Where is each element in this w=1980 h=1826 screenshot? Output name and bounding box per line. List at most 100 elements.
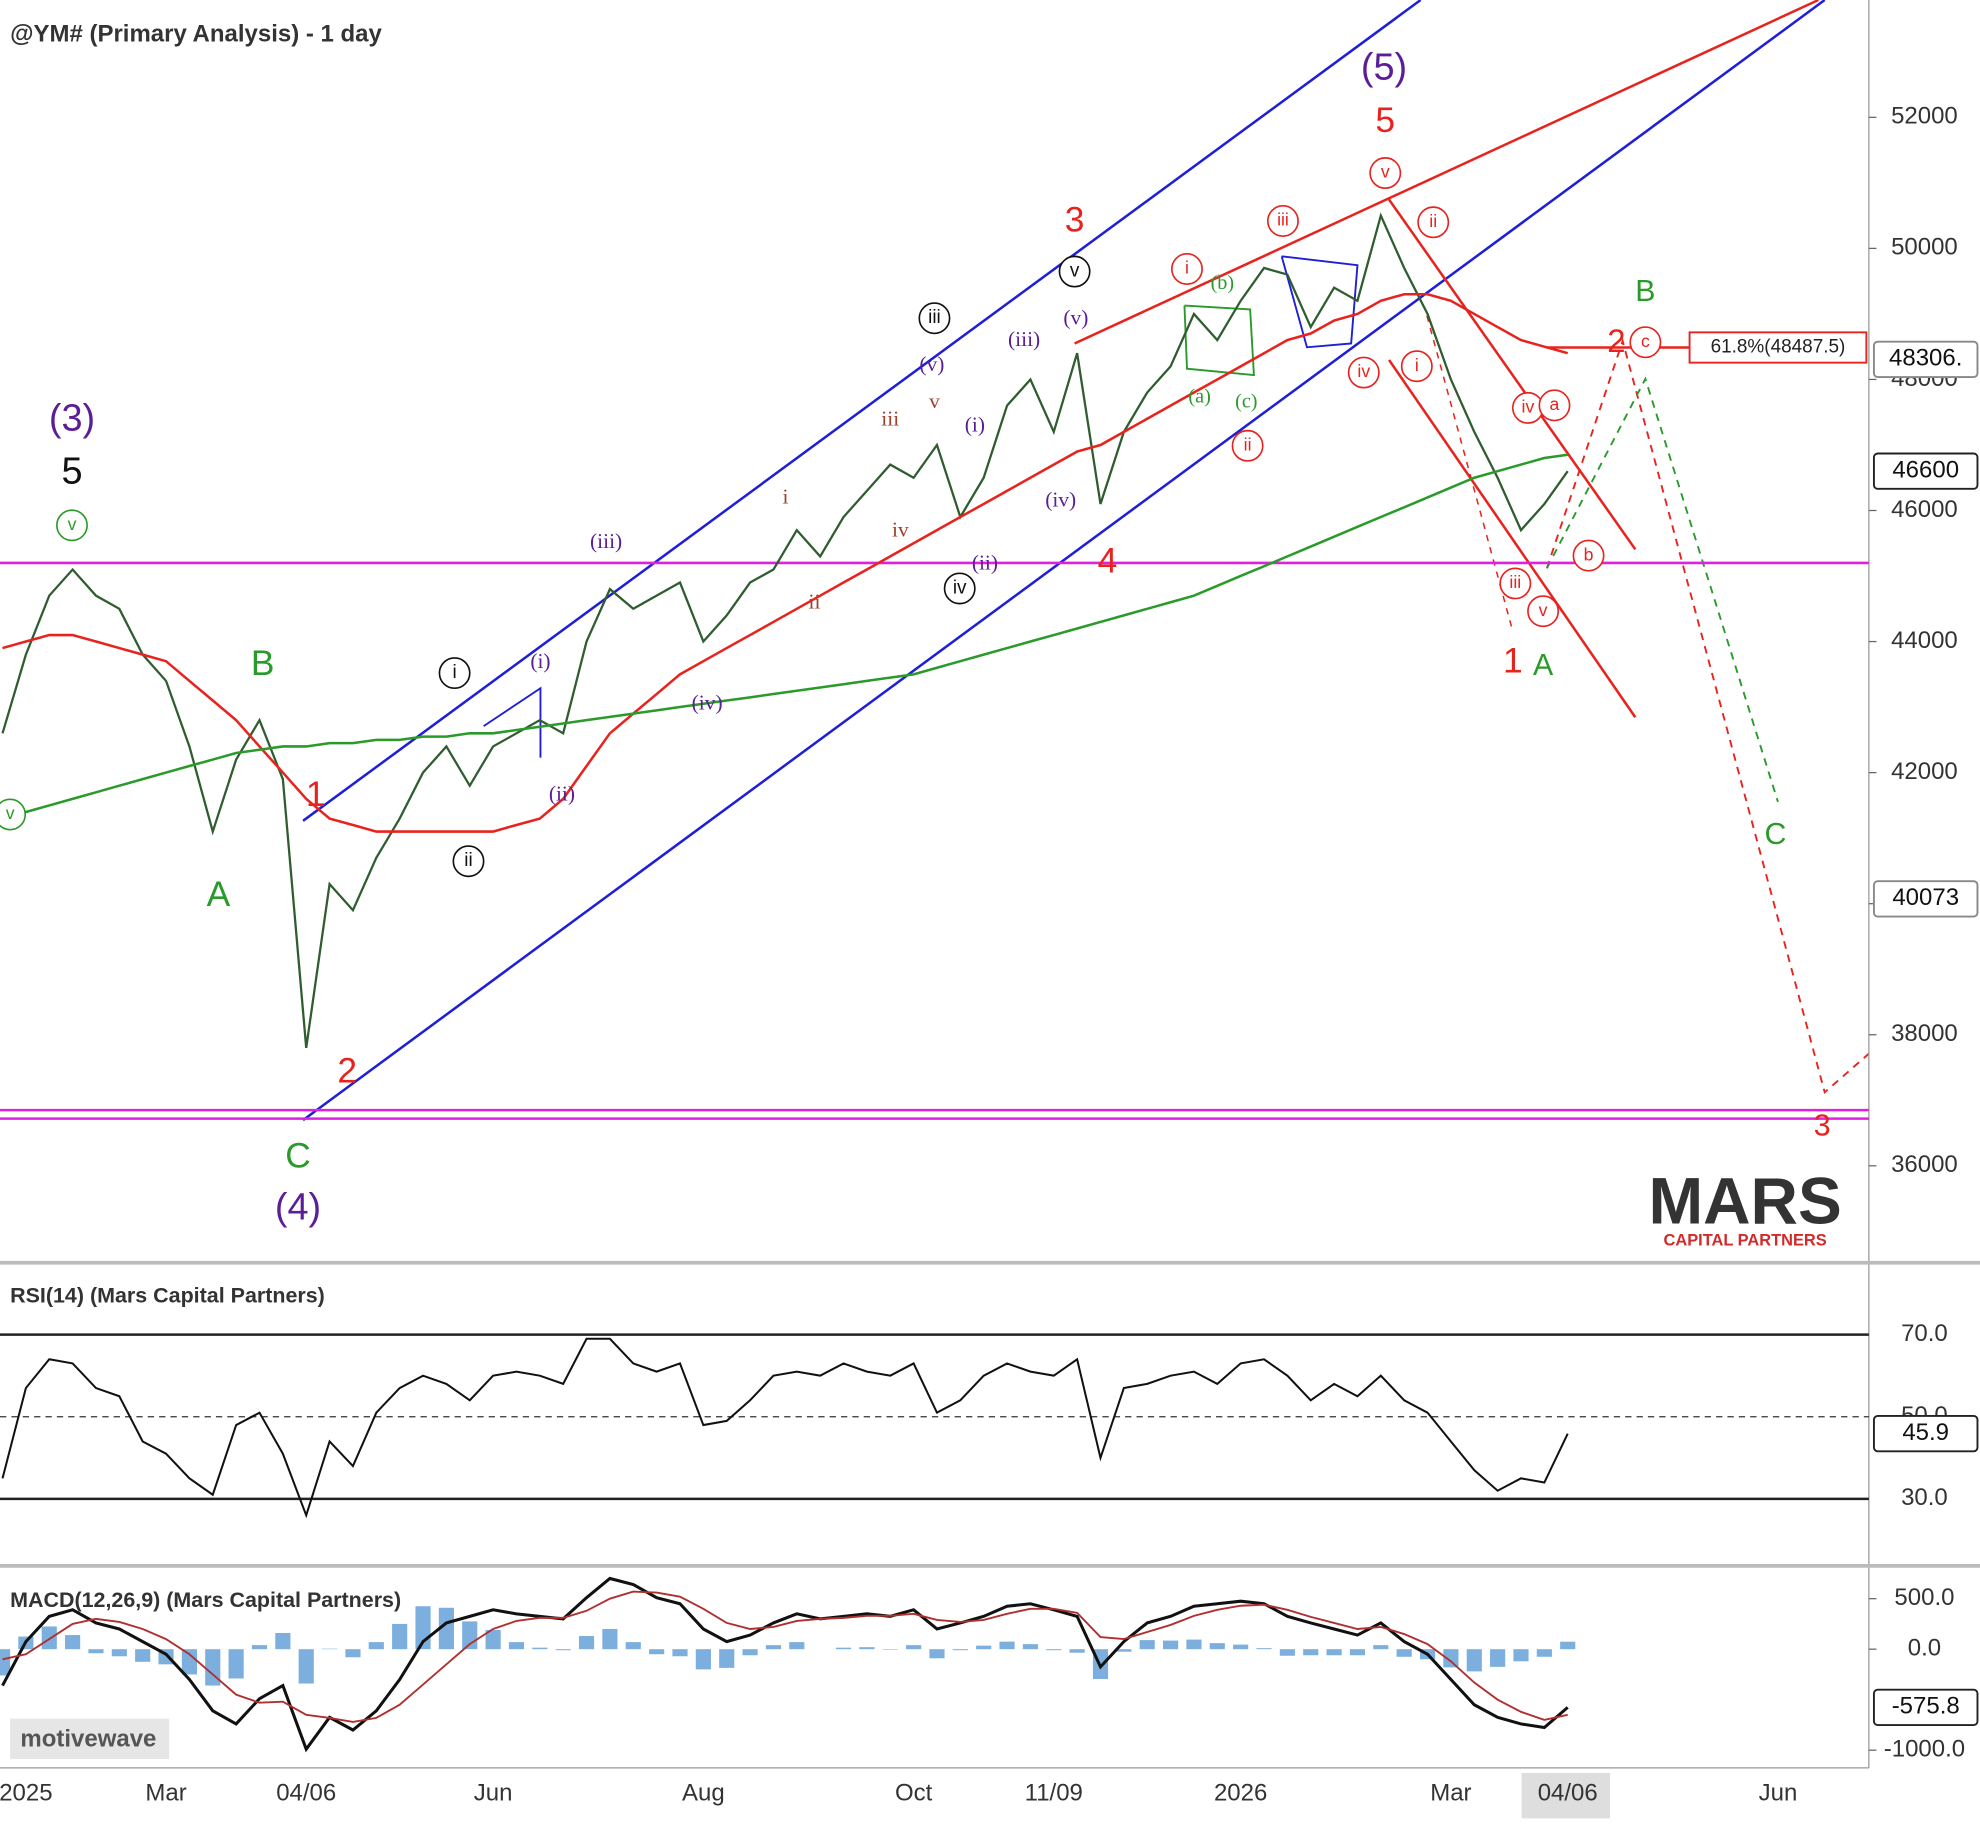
projection [1426, 315, 1514, 632]
histogram-bar [1209, 1643, 1225, 1650]
channel-line [302, 0, 1826, 1122]
x-tick-label: Jun [1759, 1780, 1798, 1807]
wave-label: ii [809, 590, 821, 614]
histogram-bar [1396, 1649, 1412, 1657]
histogram-bar [952, 1649, 968, 1651]
wave-label: v [1070, 261, 1080, 282]
histogram-bar [906, 1645, 922, 1650]
histogram-bar [532, 1647, 548, 1650]
histogram-bar [485, 1629, 501, 1650]
main-plot [0, 212, 1869, 1120]
price-flag [1872, 452, 1979, 490]
histogram-bar [1303, 1649, 1319, 1656]
histogram-bar [742, 1649, 758, 1656]
y-tick-label: 30.0 [1901, 1484, 1948, 1511]
price-flag-label: -575.8 [1892, 1693, 1960, 1720]
wave-circle [1231, 429, 1264, 462]
wave-circle [1527, 595, 1560, 628]
wave-label: 4 [1098, 542, 1118, 581]
wave-label: 1 [306, 775, 326, 814]
histogram-bar [1233, 1644, 1249, 1650]
wave-label: (b) [1211, 272, 1235, 294]
wave-label: ii [1244, 434, 1252, 454]
histogram-bar [672, 1649, 688, 1657]
triangle [483, 686, 542, 758]
wave-label: c [1641, 331, 1650, 351]
wave-circle [1400, 350, 1433, 383]
histogram-bar [508, 1642, 525, 1650]
histogram-bar [649, 1649, 665, 1655]
wave-label: (ii) [972, 550, 998, 574]
histogram-bar [88, 1649, 104, 1654]
crosshair-date-box [1521, 1772, 1611, 1819]
histogram-bar [719, 1649, 735, 1668]
wave-label: v [1381, 162, 1390, 182]
histogram-bar [251, 1645, 268, 1650]
wave-circle [438, 657, 471, 690]
histogram-bar [1466, 1649, 1482, 1672]
histogram-bar [1186, 1639, 1202, 1650]
histogram-bar [298, 1649, 314, 1684]
wave-circle [1058, 255, 1091, 288]
wave-label: iii [881, 406, 899, 430]
wave-circle [1629, 326, 1662, 359]
histogram-bar [111, 1649, 127, 1657]
wave-label: (iv) [692, 691, 723, 715]
drawings [302, 0, 1869, 1122]
wave-label: 2 [1607, 322, 1625, 359]
wave-label: a [1550, 394, 1560, 414]
wave-circle [1538, 389, 1571, 422]
histogram-bar [1349, 1649, 1366, 1656]
wave-label: 5 [1375, 101, 1395, 140]
triangle [1183, 304, 1255, 377]
histogram-bar [135, 1649, 151, 1662]
wave-circle [1266, 205, 1299, 237]
x-tick-label: 04/06 [276, 1780, 336, 1807]
wave-label: (a) [1188, 385, 1210, 407]
wave-label: v [6, 803, 15, 823]
histogram-bar [438, 1607, 454, 1650]
wave-circle [943, 572, 976, 605]
fib-box [1688, 331, 1868, 364]
histogram-bar [228, 1649, 244, 1679]
histogram-bar [625, 1642, 641, 1650]
histogram-bar [368, 1642, 384, 1650]
histogram-bar [999, 1641, 1015, 1650]
histogram-bar [205, 1649, 221, 1686]
histogram-bar [1443, 1649, 1459, 1668]
wave-label: (5) [1361, 46, 1407, 88]
wave-label: iv [1357, 361, 1370, 381]
moving-average [2, 453, 1568, 820]
price-flag-label: 45.9 [1902, 1419, 1949, 1446]
wave-circle [1499, 567, 1532, 600]
wave-label: i [452, 662, 456, 683]
price-flag-label: 46600 [1892, 457, 1959, 484]
wave-label: 2 [337, 1052, 357, 1091]
wave-label: B [251, 644, 275, 683]
price-flag-label: 40073 [1892, 884, 1959, 911]
histogram-bar [578, 1636, 595, 1650]
x-tick-label: Aug [682, 1780, 725, 1807]
price-flag [1872, 340, 1979, 379]
price-flag [1872, 1688, 1979, 1726]
wave-circle [918, 302, 951, 335]
x-tick-label: Jun [474, 1780, 513, 1807]
wave-label: v [68, 514, 77, 534]
y-tick-label: 46000 [1891, 496, 1958, 523]
wave-label: iii [928, 307, 941, 328]
histogram-bar [1279, 1649, 1295, 1656]
y-tick-label: 52000 [1891, 103, 1958, 130]
histogram-bar [789, 1642, 805, 1650]
wedge-line [1074, 0, 1819, 345]
wave-circle [1171, 253, 1203, 285]
wave-label: ii [1429, 211, 1437, 231]
histogram-bar [275, 1633, 291, 1650]
histogram-bar [602, 1628, 618, 1650]
histogram-bar [0, 1649, 11, 1676]
y-tick-label: 36000 [1891, 1151, 1958, 1178]
histogram-bar [555, 1649, 571, 1651]
histogram-bar [1046, 1649, 1062, 1651]
